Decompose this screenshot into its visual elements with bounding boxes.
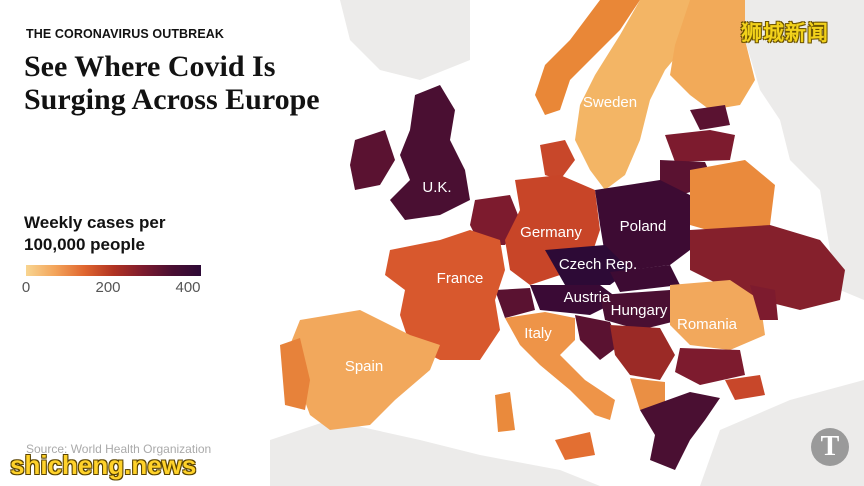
label-hungary: Hungary	[611, 302, 668, 319]
legend-ticks: 0 200 400	[21, 279, 214, 299]
label-italy: Italy	[524, 325, 552, 342]
north-africa-land	[270, 420, 600, 486]
region-romania	[670, 280, 765, 350]
color-legend: Weekly cases per 100,000 people 0 200 40…	[21, 212, 214, 299]
nyt-logo-icon: T	[811, 428, 849, 466]
region-austria	[530, 285, 620, 315]
legend-gradient-bar	[26, 265, 201, 276]
region-croatia	[575, 315, 620, 360]
region-balkans-west	[610, 325, 675, 380]
region-uk	[390, 85, 470, 220]
region-france	[385, 230, 505, 360]
label-czech: Czech Rep.	[559, 256, 637, 273]
region-balkans-south	[630, 378, 665, 410]
region-spain	[290, 310, 440, 430]
label-poland: Poland	[620, 218, 667, 235]
region-benelux	[470, 195, 520, 245]
label-uk: U.K.	[422, 179, 451, 196]
region-italy	[505, 312, 615, 420]
region-denmark	[540, 140, 575, 180]
russia-land	[740, 0, 864, 300]
source-note: Source: World Health Organization	[26, 442, 212, 456]
region-ireland	[350, 130, 395, 190]
page-title: See Where Covid Is Surging Across Europe	[24, 50, 320, 116]
greenland-land	[340, 0, 470, 80]
region-switzerland	[495, 288, 535, 318]
legend-tick-200: 200	[95, 279, 121, 296]
region-bulgaria	[675, 348, 745, 385]
watermark-bottom-left: shicheng.news	[10, 450, 197, 480]
region-hungary	[600, 290, 680, 330]
region-poland	[595, 180, 690, 270]
legend-tick-0: 0	[21, 279, 31, 296]
label-germany: Germany	[520, 224, 582, 241]
watermark-top-right: 狮城新闻	[741, 21, 829, 45]
region-finland	[670, 0, 755, 110]
legend-title: Weekly cases per 100,000 people	[24, 213, 166, 254]
region-belarus	[690, 160, 775, 235]
region-ukraine	[690, 225, 845, 310]
region-moldova	[750, 285, 778, 320]
region-portugal	[280, 338, 310, 410]
section-kicker: THE CORONAVIRUS OUTBREAK	[26, 27, 225, 41]
label-austria: Austria	[564, 289, 611, 306]
region-czech	[545, 245, 630, 285]
region-turkey-thrace	[725, 375, 765, 400]
region-greece	[640, 392, 720, 470]
region-norway	[535, 0, 640, 115]
region-sicily	[555, 432, 595, 460]
region-latvia	[665, 130, 735, 162]
legend-tick-400: 400	[175, 279, 201, 296]
label-sweden: Sweden	[583, 94, 637, 111]
label-france: France	[437, 270, 484, 287]
label-romania: Romania	[677, 316, 738, 333]
region-estonia	[690, 105, 730, 130]
label-spain: Spain	[345, 358, 383, 375]
region-slovakia	[610, 265, 680, 292]
region-sweden	[575, 0, 700, 190]
region-sardinia	[495, 392, 515, 432]
